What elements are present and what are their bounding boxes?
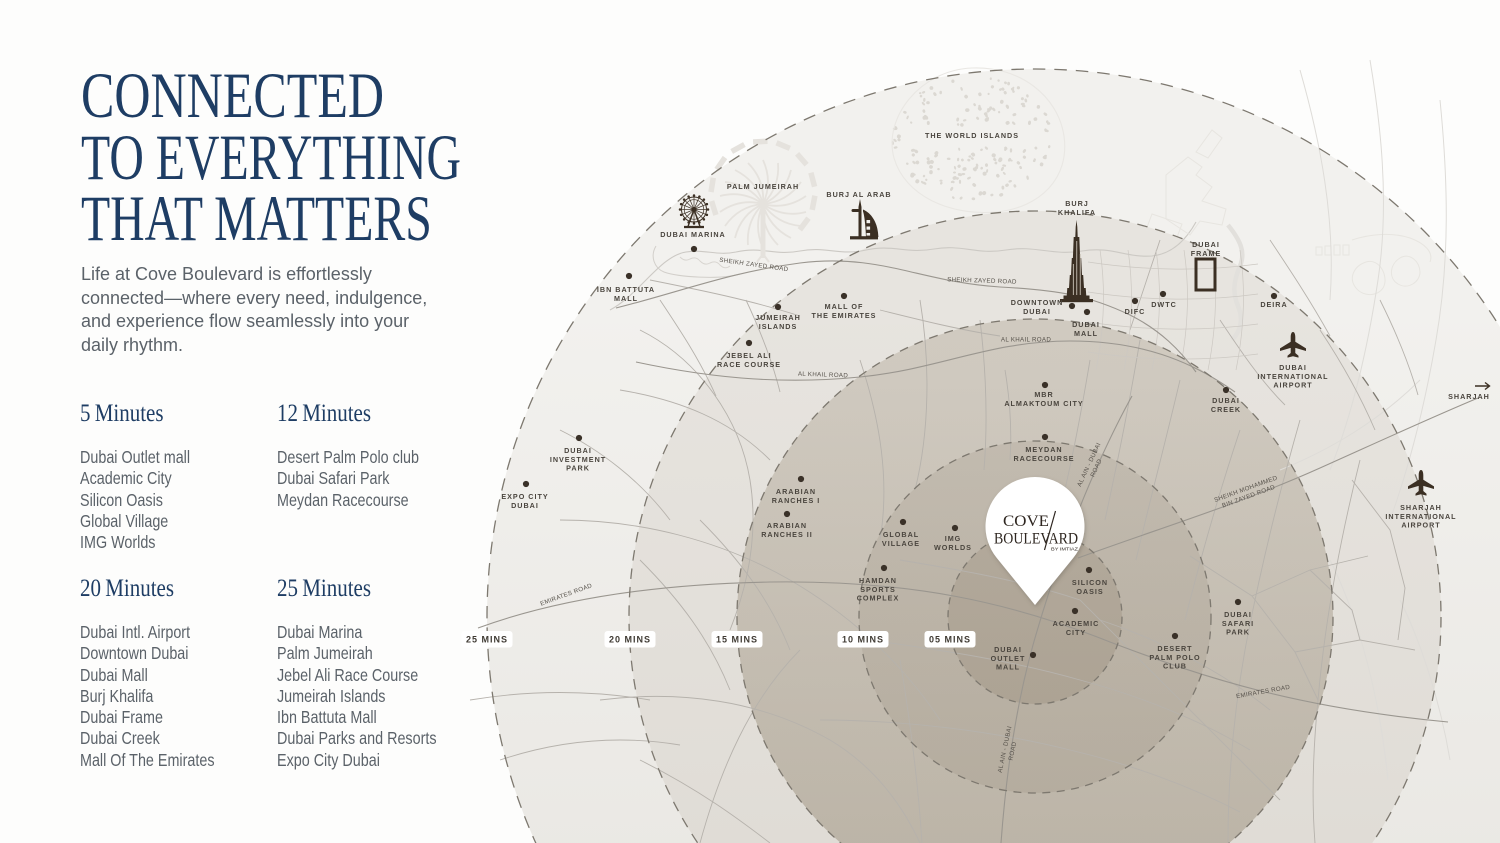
svg-text:EXPO CITY: EXPO CITY	[501, 492, 548, 501]
svg-text:05 MINS: 05 MINS	[929, 635, 971, 645]
svg-text:RANCHES I: RANCHES I	[772, 496, 821, 505]
svg-text:INVESTMENT: INVESTMENT	[550, 455, 606, 464]
svg-text:SPORTS: SPORTS	[860, 585, 896, 594]
svg-text:AL KHAIL ROAD: AL KHAIL ROAD	[1001, 337, 1051, 344]
svg-text:JUMEIRAH: JUMEIRAH	[755, 313, 801, 322]
svg-text:OUTLET: OUTLET	[991, 654, 1026, 663]
svg-text:GLOBAL: GLOBAL	[883, 530, 919, 539]
svg-text:COMPLEX: COMPLEX	[857, 594, 900, 603]
svg-text:ARABIAN: ARABIAN	[776, 487, 816, 496]
svg-text:WORLDS: WORLDS	[934, 543, 972, 552]
svg-text:MALL OF: MALL OF	[825, 302, 864, 311]
svg-text:MEYDAN: MEYDAN	[1025, 445, 1062, 454]
svg-text:MBR: MBR	[1034, 390, 1053, 399]
svg-text:ACADEMIC: ACADEMIC	[1053, 619, 1100, 628]
svg-text:DUBAI MARINA: DUBAI MARINA	[660, 230, 726, 239]
svg-text:DOWNTOWN: DOWNTOWN	[1011, 298, 1064, 307]
svg-text:MALL: MALL	[614, 294, 638, 303]
svg-text:PARK: PARK	[566, 464, 590, 473]
svg-text:THE WORLD ISLANDS: THE WORLD ISLANDS	[925, 131, 1019, 140]
svg-text:CLUB: CLUB	[1163, 662, 1187, 671]
svg-text:SILICON: SILICON	[1072, 578, 1108, 587]
svg-text:INTERNATIONAL: INTERNATIONAL	[1257, 372, 1328, 381]
svg-text:DUBAI: DUBAI	[564, 446, 592, 455]
svg-text:OASIS: OASIS	[1076, 587, 1103, 596]
svg-text:PALM JUMEIRAH: PALM JUMEIRAH	[727, 182, 799, 191]
svg-text:AIRPORT: AIRPORT	[1401, 521, 1440, 530]
svg-text:COVE: COVE	[1003, 513, 1049, 530]
svg-text:JEBEL ALI: JEBEL ALI	[726, 351, 771, 360]
svg-text:DUBAI: DUBAI	[1224, 610, 1252, 619]
svg-text:BURJ: BURJ	[1065, 199, 1089, 208]
svg-text:DESERT: DESERT	[1157, 644, 1192, 653]
svg-text:15 MINS: 15 MINS	[716, 635, 758, 645]
svg-text:DUBAI: DUBAI	[1279, 363, 1307, 372]
svg-text:THE EMIRATES: THE EMIRATES	[812, 311, 877, 320]
svg-text:BOULEVARD: BOULEVARD	[994, 531, 1078, 548]
svg-text:CITY: CITY	[1066, 628, 1086, 637]
svg-text:SHEIKH ZAYED ROAD: SHEIKH ZAYED ROAD	[947, 276, 1017, 285]
svg-text:BURJ AL ARAB: BURJ AL ARAB	[826, 190, 891, 199]
svg-text:ROAD: ROAD	[1007, 741, 1018, 761]
svg-text:ISLANDS: ISLANDS	[759, 322, 798, 331]
svg-text:RACECOURSE: RACECOURSE	[1013, 454, 1074, 463]
svg-text:DIFC: DIFC	[1125, 307, 1146, 316]
svg-text:ALMAKTOUM CITY: ALMAKTOUM CITY	[1004, 399, 1083, 408]
svg-text:PARK: PARK	[1226, 628, 1250, 637]
svg-text:DEIRA: DEIRA	[1260, 300, 1287, 309]
svg-text:HAMDAN: HAMDAN	[859, 576, 897, 585]
svg-text:MALL: MALL	[1074, 329, 1098, 338]
svg-text:RACE COURSE: RACE COURSE	[717, 360, 781, 369]
svg-text:DUBAI: DUBAI	[1072, 320, 1100, 329]
svg-text:ARABIAN: ARABIAN	[767, 521, 807, 530]
svg-text:KHALIFA: KHALIFA	[1058, 208, 1096, 217]
svg-text:PALM POLO: PALM POLO	[1149, 653, 1200, 662]
svg-text:SAFARI: SAFARI	[1222, 619, 1254, 628]
svg-text:DUBAI: DUBAI	[1192, 240, 1220, 249]
svg-text:10 MINS: 10 MINS	[842, 635, 884, 645]
svg-text:DUBAI: DUBAI	[1023, 307, 1051, 316]
svg-text:SHARJAH: SHARJAH	[1400, 503, 1442, 512]
svg-text:IBN BATTUTA: IBN BATTUTA	[597, 285, 655, 294]
svg-text:DUBAI: DUBAI	[994, 645, 1022, 654]
svg-text:IMG: IMG	[945, 534, 962, 543]
svg-text:FRAME: FRAME	[1191, 249, 1222, 258]
svg-text:MALL: MALL	[996, 663, 1020, 672]
svg-text:SHARJAH: SHARJAH	[1448, 392, 1490, 401]
svg-text:RANCHES II: RANCHES II	[761, 530, 813, 539]
svg-text:INTERNATIONAL: INTERNATIONAL	[1385, 512, 1456, 521]
svg-text:AIRPORT: AIRPORT	[1273, 381, 1312, 390]
svg-text:25 MINS: 25 MINS	[466, 635, 508, 645]
svg-text:BY IMTIAZ: BY IMTIAZ	[1051, 547, 1079, 552]
svg-text:VILLAGE: VILLAGE	[882, 539, 920, 548]
svg-text:DUBAI: DUBAI	[1212, 396, 1240, 405]
svg-text:AL KHAIL ROAD: AL KHAIL ROAD	[798, 371, 849, 380]
svg-text:CREEK: CREEK	[1211, 405, 1241, 414]
svg-text:20 MINS: 20 MINS	[609, 635, 651, 645]
svg-text:DWTC: DWTC	[1151, 300, 1177, 309]
svg-text:DUBAI: DUBAI	[511, 501, 539, 510]
